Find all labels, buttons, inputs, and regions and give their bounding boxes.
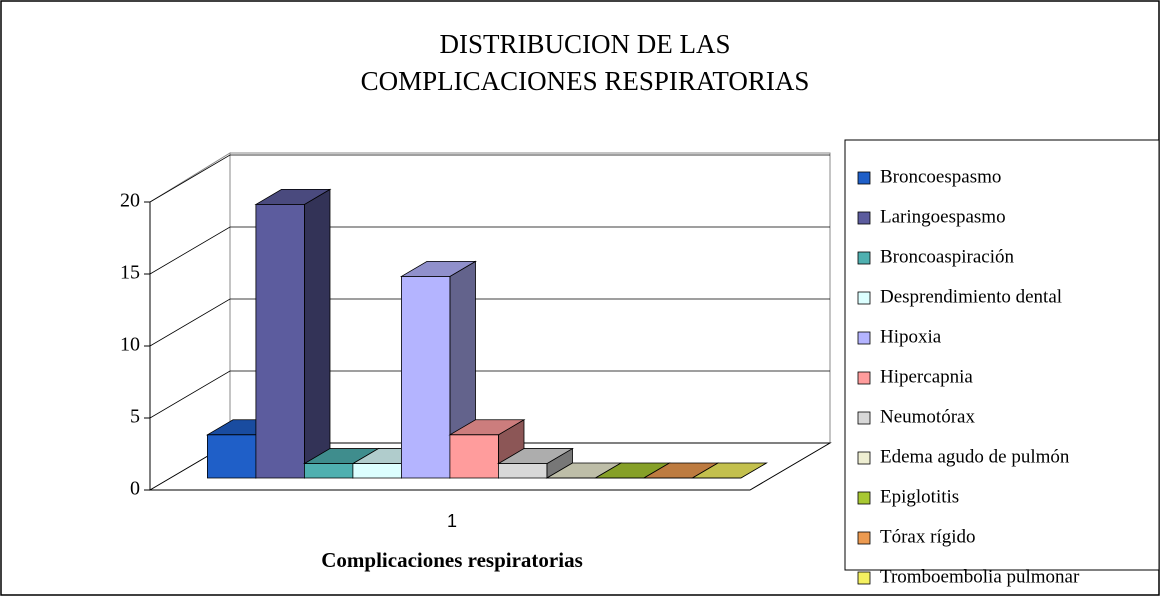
legend-swatch bbox=[857, 211, 871, 225]
bar bbox=[303, 463, 354, 479]
bar bbox=[400, 276, 451, 479]
legend-label: Desprendimiento dental bbox=[880, 286, 1062, 307]
legend-swatch bbox=[857, 171, 871, 185]
legend-box bbox=[844, 139, 1160, 571]
bar bbox=[497, 463, 548, 479]
legend-label: Tromboembolia pulmonar bbox=[880, 566, 1080, 587]
legend-swatch bbox=[857, 411, 871, 425]
legend-swatch bbox=[857, 571, 871, 585]
grid-line bbox=[149, 370, 830, 419]
legend-label: Broncoespasmo bbox=[880, 166, 1001, 187]
legend-label: Laringoespasmo bbox=[880, 206, 1006, 227]
legend-label: Epiglotitis bbox=[880, 486, 959, 507]
y-tick-label: 5 bbox=[130, 406, 140, 428]
legend-swatch bbox=[857, 451, 871, 465]
legend-label: Hipoxia bbox=[880, 326, 942, 347]
y-tick-label: 10 bbox=[120, 334, 140, 356]
bar bbox=[352, 463, 402, 479]
legend-swatch bbox=[857, 371, 871, 385]
bar bbox=[206, 434, 257, 479]
legend-swatch bbox=[857, 291, 871, 305]
grid-line bbox=[149, 298, 830, 347]
x-axis-title: Complicaciones respiratorias bbox=[321, 548, 583, 572]
y-tick-label: 15 bbox=[120, 262, 140, 284]
y-tick-label: 0 bbox=[130, 478, 140, 500]
grid-line bbox=[149, 226, 830, 275]
y-tick-label: 20 bbox=[120, 190, 140, 212]
bar-side bbox=[303, 188, 331, 479]
legend-swatch bbox=[857, 331, 871, 345]
x-tick-label: 1 bbox=[447, 511, 457, 531]
bar bbox=[449, 434, 499, 479]
legend-label: Neumotórax bbox=[880, 406, 975, 427]
chart-title: COMPLICACIONES RESPIRATORIAS bbox=[361, 66, 810, 96]
legend-swatch bbox=[857, 251, 871, 265]
grid-line bbox=[149, 154, 830, 203]
legend-label: Edema agudo de pulmón bbox=[880, 446, 1070, 467]
legend-swatch bbox=[857, 491, 871, 505]
chart-title: DISTRIBUCION DE LAS bbox=[439, 29, 730, 59]
bar bbox=[255, 204, 305, 479]
legend-label: Tórax rígido bbox=[880, 526, 976, 547]
legend-swatch bbox=[857, 531, 871, 545]
legend-label: Hipercapnia bbox=[880, 366, 973, 387]
legend-label: Broncoaspiración bbox=[880, 246, 1015, 267]
